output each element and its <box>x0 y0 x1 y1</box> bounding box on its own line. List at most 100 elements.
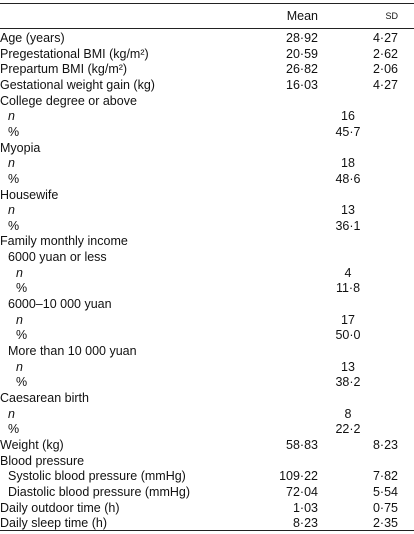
table-row: College degree or above <box>0 94 414 110</box>
row-label: 6000 yuan or less <box>8 250 107 265</box>
mean-value: 13 <box>341 203 355 218</box>
sd-value: 2·06 <box>372 62 398 77</box>
row-label: Caesarean birth <box>0 390 89 405</box>
row-label: Family monthly income <box>0 234 128 249</box>
mean-value: 20·59 <box>286 46 318 61</box>
table-row: Family monthly income <box>0 234 414 250</box>
sd-value: 0·75 <box>372 500 398 515</box>
row-label: % <box>8 171 20 186</box>
table-row: Pregestational BMI (kg/m²) 20·59 2·62 <box>0 47 414 63</box>
mean-value: 13 <box>341 359 355 374</box>
row-label: n <box>8 203 15 218</box>
table-row: Myopia <box>0 141 414 157</box>
row-label: % <box>16 328 28 343</box>
table-row: % 38·2 <box>0 375 414 391</box>
row-label: Prepartum BMI (kg/m²) <box>0 62 128 77</box>
sd-value: 8·23 <box>372 437 398 452</box>
row-label: Housewife <box>0 187 59 202</box>
table-row: Systolic blood pressure (mmHg) 109·22 7·82 <box>0 469 414 485</box>
mean-value: 8·23 <box>292 516 318 531</box>
sd-value: 4·27 <box>372 31 398 45</box>
sd-value: 4·27 <box>372 77 398 92</box>
row-label: Myopia <box>0 140 41 155</box>
header-mean: Mean <box>286 9 318 23</box>
row-label: 6000–10 000 yuan <box>8 297 112 312</box>
table-row: Weight (kg) 58·83 8·23 <box>0 438 414 454</box>
sd-value: 2·62 <box>372 46 398 61</box>
header-rule <box>0 28 414 29</box>
row-label: Blood pressure <box>0 453 85 468</box>
row-label: Pregestational BMI (kg/m²) <box>0 46 149 61</box>
row-label: n <box>8 109 15 124</box>
header-sd: SD <box>385 11 398 21</box>
mean-value: 1·03 <box>292 500 318 515</box>
table-row: % 22·2 <box>0 422 414 438</box>
mean-value: 4 <box>344 265 352 280</box>
row-label: More than 10 000 yuan <box>8 344 137 358</box>
mean-value: 109·22 <box>279 469 318 484</box>
table-row: Gestational weight gain (kg) 16·03 4·27 <box>0 78 414 94</box>
mean-value: 11·8 <box>335 281 361 296</box>
table-row: % 48·6 <box>0 172 414 188</box>
table-row: Daily sleep time (h) 8·23 2·35 <box>0 516 414 532</box>
mean-value: 22·2 <box>335 422 361 437</box>
table-row: Blood pressure <box>0 454 414 470</box>
row-label: Age (years) <box>0 31 65 45</box>
sd-value: 7·82 <box>372 469 398 484</box>
row-label: Daily sleep time (h) <box>0 516 107 531</box>
mean-value: 16 <box>341 109 355 124</box>
sd-value: 2·35 <box>372 516 398 531</box>
mean-value: 58·83 <box>286 437 318 452</box>
mean-value: 18 <box>341 156 355 171</box>
mean-value: 26·82 <box>286 62 318 77</box>
row-label: % <box>8 422 20 437</box>
table-row: Housewife <box>0 188 414 204</box>
table-row: n 17 <box>0 313 414 329</box>
row-label: n <box>16 265 23 280</box>
table-row: % 36·1 <box>0 219 414 235</box>
row-label: n <box>8 156 15 171</box>
table-row: n 18 <box>0 156 414 172</box>
row-label: College degree or above <box>0 93 137 108</box>
table-row: % 45·7 <box>0 125 414 141</box>
mean-value: 16·03 <box>286 77 318 92</box>
table-row: Age (years) 28·92 4·27 <box>0 31 414 47</box>
row-label: Systolic blood pressure (mmHg) <box>8 469 186 484</box>
row-label: Gestational weight gain (kg) <box>0 77 155 92</box>
mean-value: 50·0 <box>335 328 361 343</box>
row-label: n <box>16 312 23 327</box>
mean-value: 38·2 <box>335 375 361 390</box>
table-row: Caesarean birth <box>0 391 414 407</box>
table-row: % 50·0 <box>0 328 414 344</box>
table-row: 6000–10 000 yuan <box>0 297 414 313</box>
row-label: Daily outdoor time (h) <box>0 500 120 515</box>
table-row: n 13 <box>0 203 414 219</box>
row-label: Weight (kg) <box>0 437 64 452</box>
table-row: n 13 <box>0 360 414 376</box>
top-rule <box>0 3 414 4</box>
row-label: % <box>8 218 20 233</box>
row-label: Diastolic blood pressure (mmHg) <box>8 484 191 499</box>
row-label: % <box>16 375 28 390</box>
table-row: Diastolic blood pressure (mmHg) 72·04 5·54 <box>0 485 414 501</box>
mean-value: 36·1 <box>335 218 361 233</box>
table-row: 6000 yuan or less <box>0 250 414 266</box>
bottom-rule <box>0 530 414 531</box>
mean-value: 48·6 <box>335 171 361 186</box>
row-label: % <box>8 124 20 139</box>
mean-value: 28·92 <box>286 31 318 45</box>
row-label: n <box>16 359 23 374</box>
table-row: More than 10 000 yuan <box>0 344 414 360</box>
row-label: % <box>16 281 28 296</box>
mean-value: 17 <box>341 312 355 327</box>
table-row: % 11·8 <box>0 281 414 297</box>
table-row: Daily outdoor time (h) 1·03 0·75 <box>0 501 414 517</box>
table-row: Prepartum BMI (kg/m²) 26·82 2·06 <box>0 62 414 78</box>
sd-value: 5·54 <box>372 484 398 499</box>
table-row: n 16 <box>0 109 414 125</box>
row-label: n <box>8 406 15 421</box>
mean-value: 72·04 <box>286 484 318 499</box>
